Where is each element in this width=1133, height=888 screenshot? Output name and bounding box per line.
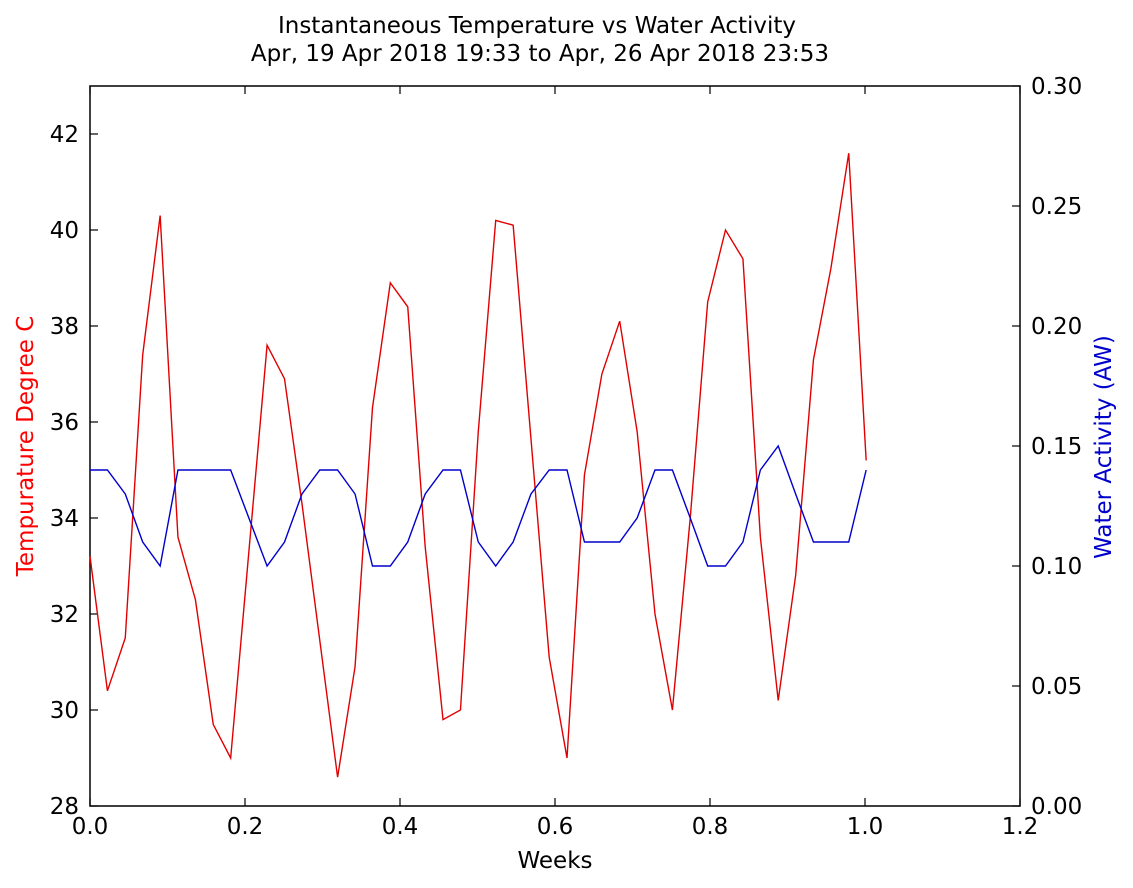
right-y-axis-label: Water Activity (AW) — [1091, 335, 1117, 559]
left-y-tick-label: 32 — [50, 602, 79, 628]
left-y-tick-label: 36 — [50, 410, 79, 436]
left-y-tick-label: 30 — [50, 698, 79, 724]
right-y-tick-label: 0.00 — [1031, 794, 1082, 820]
right-y-tick-label: 0.20 — [1031, 314, 1082, 340]
left-y-tick-label: 38 — [50, 314, 79, 340]
left-y-tick-label: 28 — [50, 794, 79, 820]
left-y-tick-label: 42 — [50, 122, 79, 148]
x-axis-label: Weeks — [518, 848, 593, 874]
right-y-axis-ticks: 0.00 0.05 0.10 0.15 0.20 0.25 0.30 — [1012, 74, 1082, 820]
plot-area — [89, 85, 1021, 807]
right-y-tick-label: 0.05 — [1031, 674, 1082, 700]
right-y-tick-label: 0.15 — [1031, 434, 1082, 460]
chart-title: Instantaneous Temperature vs Water Activ… — [278, 13, 796, 39]
left-y-tick-label: 34 — [50, 506, 79, 532]
x-tick-label: 0.6 — [537, 814, 574, 840]
left-y-axis-label: Tempurature Degree C — [13, 316, 39, 578]
left-y-axis-ticks: 28 30 32 34 36 38 40 42 — [50, 122, 98, 820]
x-tick-label: 0.2 — [227, 814, 264, 840]
x-axis-ticks: 0.0 0.2 0.4 0.6 0.8 1.0 1.2 — [72, 86, 1039, 840]
right-y-tick-label: 0.25 — [1031, 194, 1082, 220]
right-y-tick-label: 0.10 — [1031, 554, 1082, 580]
water-activity-series-line — [90, 444, 867, 568]
x-tick-label: 0.4 — [382, 814, 419, 840]
right-y-tick-label: 0.30 — [1031, 74, 1082, 100]
x-tick-label: 1.0 — [847, 814, 884, 840]
chart-subtitle: Apr, 19 Apr 2018 19:33 to Apr, 26 Apr 20… — [251, 41, 829, 67]
x-tick-label: 1.2 — [1002, 814, 1039, 840]
x-tick-label: 0.8 — [692, 814, 729, 840]
x-tick-label: 0.0 — [72, 814, 109, 840]
left-y-tick-label: 40 — [50, 218, 79, 244]
temperature-series-line — [89, 153, 867, 778]
series-layer — [89, 153, 867, 778]
